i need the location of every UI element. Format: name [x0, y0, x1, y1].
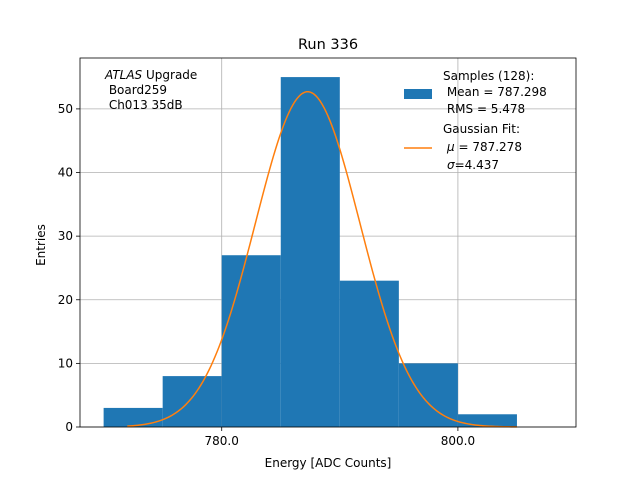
- histogram-bars: [103, 77, 517, 427]
- x-tick-label: 780.0: [205, 434, 239, 448]
- legend-samples-mean: Mean = 787.298: [443, 85, 547, 99]
- x-axis-label: Energy [ADC Counts]: [265, 456, 392, 470]
- chart-title: Run 336: [298, 37, 358, 53]
- gaussian-fit-curve: [127, 91, 517, 428]
- y-tick-label: 50: [58, 102, 73, 116]
- plot-frame: [79, 57, 577, 428]
- y-tick-label: 30: [58, 229, 73, 243]
- legend-samples-swatch: [404, 89, 432, 99]
- legend-fit-sigma-symbol: σ: [447, 158, 455, 172]
- x-tick-label: 800.0: [441, 434, 475, 448]
- legend-fit-mu-value: = 787.278: [455, 140, 522, 154]
- legend-fit-title: Gaussian Fit:: [443, 122, 520, 136]
- x-axis-ticks: 780.0 800.0: [205, 427, 475, 448]
- y-tick-label: 40: [58, 166, 73, 180]
- legend-samples-title: Samples (128):: [443, 69, 534, 83]
- histogram-bar: [280, 77, 340, 427]
- annotation-atlas: ATLAS: [104, 68, 143, 82]
- svg-text:σ=4.437: σ=4.437: [447, 158, 499, 172]
- svg-text:μ = 787.278: μ = 787.278: [446, 140, 522, 154]
- y-axis-label: Entries: [34, 224, 48, 266]
- legend-fit-mu-symbol: μ: [446, 140, 455, 154]
- y-tick-label: 10: [58, 356, 73, 370]
- annotation-channel: Ch013 35dB: [105, 98, 183, 112]
- y-tick-label: 0: [65, 420, 73, 434]
- y-axis-ticks: 0 10 20 30 40 50: [58, 102, 80, 434]
- legend-fit-sigma-value: =4.437: [455, 158, 499, 172]
- svg-text:ATLAS Upgrade: ATLAS Upgrade: [104, 68, 197, 82]
- annotation-board: Board259: [105, 83, 167, 97]
- atlas-annotation: ATLAS Upgrade Board259 Ch013 35dB: [104, 68, 197, 112]
- legend: Samples (128): Mean = 787.298 RMS = 5.47…: [404, 69, 547, 172]
- histogram-bar: [457, 414, 517, 427]
- y-tick-label: 20: [58, 293, 73, 307]
- legend-samples-rms: RMS = 5.478: [443, 102, 525, 116]
- annotation-upgrade: Upgrade: [142, 68, 197, 82]
- histogram-bar: [162, 376, 222, 427]
- histogram-bar: [339, 280, 399, 427]
- histogram-bar: [103, 407, 163, 427]
- histogram-bar: [221, 255, 281, 427]
